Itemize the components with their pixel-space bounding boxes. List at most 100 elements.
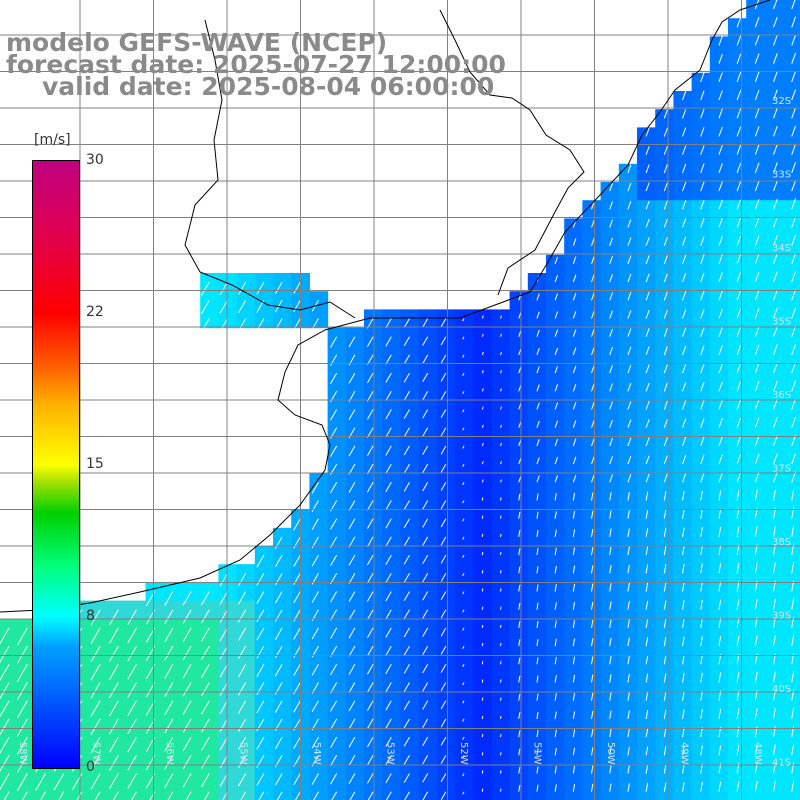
- wind-cell: [691, 182, 711, 201]
- wind-arrow: [718, 163, 723, 174]
- wind-cell: [637, 637, 656, 656]
- wind-arrow: [293, 591, 301, 604]
- wind-cell: [582, 582, 602, 602]
- wind-arrow: [627, 582, 630, 592]
- wind-cell: [691, 655, 711, 674]
- wind-arrow: [773, 417, 778, 428]
- wind-arrow: [572, 311, 577, 319]
- wind-arrow: [385, 336, 392, 347]
- wind-cell: [509, 709, 529, 729]
- wind-arrow: [440, 645, 447, 655]
- wind-arrow: [403, 391, 410, 401]
- wind-arrow: [348, 573, 356, 584]
- wind-cell: [582, 637, 602, 656]
- wind-cell: [673, 236, 693, 256]
- wind-arrow: [422, 536, 429, 546]
- wind-arrow: [609, 710, 612, 719]
- wind-cell: [782, 655, 800, 674]
- wind-arrow: [462, 427, 465, 431]
- wind-cell: [655, 200, 674, 219]
- wind-arrow: [422, 664, 429, 674]
- wind-cell: [637, 163, 656, 183]
- wind-cell: [546, 746, 565, 765]
- wind-arrow: [754, 89, 760, 101]
- wind-arrow: [663, 346, 668, 356]
- wind-arrow: [609, 637, 612, 647]
- wind-arrow: [219, 718, 228, 733]
- wind-cell: [746, 0, 765, 19]
- wind-cell: [637, 345, 656, 365]
- wind-cell: [546, 418, 565, 438]
- wind-cell: [582, 509, 602, 529]
- wind-cell: [673, 455, 693, 474]
- wind-arrow: [90, 645, 101, 663]
- wind-arrow: [554, 384, 559, 392]
- wind-cell: [764, 382, 784, 401]
- wind-arrow: [422, 409, 429, 419]
- wind-arrow: [366, 372, 374, 384]
- wind-arrow: [518, 748, 521, 756]
- wind-arrow: [736, 454, 742, 465]
- wind-cell: [527, 345, 547, 365]
- wind-arrow: [572, 474, 577, 483]
- wind-cell: [491, 582, 511, 602]
- wind-cell: [491, 364, 511, 383]
- wind-arrow: [108, 755, 119, 771]
- wind-cell: [782, 218, 800, 238]
- wind-cell: [527, 582, 547, 602]
- wind-arrow: [348, 336, 356, 348]
- wind-cell: [618, 273, 638, 292]
- title-forecast-date: forecast date: 2025-07-27 12:00:00: [6, 50, 506, 79]
- wind-arrow: [682, 418, 687, 428]
- wind-arrow: [754, 417, 760, 428]
- wind-arrow: [500, 661, 502, 665]
- wind-cell: [782, 691, 800, 711]
- wind-arrow: [422, 700, 429, 710]
- wind-cell: [564, 582, 583, 602]
- wind-arrow: [682, 545, 685, 556]
- wind-cell: [509, 764, 529, 784]
- wind-arrow: [754, 235, 760, 246]
- wind-arrow: [518, 730, 521, 738]
- wind-arrow: [718, 708, 722, 719]
- wind-arrow: [791, 89, 797, 101]
- wind-arrow: [591, 747, 594, 756]
- wind-arrow: [773, 216, 778, 228]
- wind-arrow: [500, 333, 502, 337]
- wind-cell: [691, 309, 711, 329]
- wind-arrow: [773, 16, 778, 28]
- wind-arrow: [440, 791, 447, 800]
- wind-cell: [782, 163, 800, 183]
- wind-cell: [673, 600, 693, 620]
- wind-cell: [637, 418, 656, 438]
- wind-arrow: [627, 237, 632, 246]
- wind-cell: [637, 327, 656, 347]
- lat-label: 36S: [772, 390, 791, 401]
- wind-cell: [637, 764, 656, 784]
- wind-arrow: [256, 718, 265, 732]
- wind-arrow: [663, 618, 667, 628]
- wind-arrow: [330, 773, 338, 785]
- wind-arrow: [440, 409, 447, 419]
- wind-cell: [546, 455, 565, 474]
- wind-arrow: [773, 398, 778, 410]
- coastline: [0, 0, 771, 613]
- wind-arrow: [536, 620, 539, 628]
- wind-arrow: [182, 755, 192, 770]
- wind-cell: [655, 491, 674, 511]
- wind-arrow: [403, 736, 410, 747]
- wind-arrow: [481, 624, 484, 628]
- wind-arrow: [330, 718, 338, 730]
- wind-arrow: [663, 182, 668, 192]
- wind-arrow: [440, 664, 447, 673]
- wind-cell: [728, 691, 747, 711]
- wind-cell: [546, 582, 565, 602]
- wind-cell: [527, 509, 547, 529]
- wind-arrow: [422, 445, 429, 455]
- wind-cell: [673, 728, 693, 747]
- wind-cell: [582, 728, 602, 747]
- wind-cell: [600, 746, 620, 765]
- wind-cell: [728, 327, 747, 347]
- wind-arrow: [481, 734, 484, 738]
- wind-arrow: [274, 700, 283, 713]
